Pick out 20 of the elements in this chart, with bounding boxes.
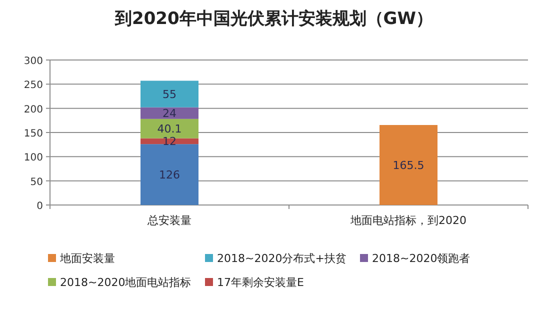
x-tick-label: 总安装量 xyxy=(146,214,192,227)
data-label: 55 xyxy=(162,88,176,102)
y-tick-label: 0 xyxy=(36,201,43,212)
y-tick-label: 100 xyxy=(24,152,43,164)
legend-label: 2018~2020地面电站指标 xyxy=(60,276,192,289)
data-label: 40.1 xyxy=(157,122,182,136)
data-label: 126 xyxy=(159,168,180,182)
legend-label: 地面安装量 xyxy=(59,252,115,265)
legend-label: 2018~2020分布式+扶贫 xyxy=(217,252,346,265)
y-tick-label: 300 xyxy=(24,56,43,67)
x-tick-label: 地面电站指标，到2020 xyxy=(350,214,466,227)
y-tick-label: 250 xyxy=(24,80,43,92)
legend-label: 2018~2020领跑者 xyxy=(372,252,470,265)
y-tick-label: 150 xyxy=(24,128,43,140)
data-label: 24 xyxy=(162,107,176,120)
chart-title: 到2020年中国光伏累计安装规划（GW） xyxy=(114,9,434,29)
y-tick-label: 200 xyxy=(24,104,43,116)
y-tick-label: 50 xyxy=(30,176,43,188)
legend-label: 17年剩余安装量E xyxy=(217,276,304,289)
data-label: 165.5 xyxy=(392,159,424,172)
